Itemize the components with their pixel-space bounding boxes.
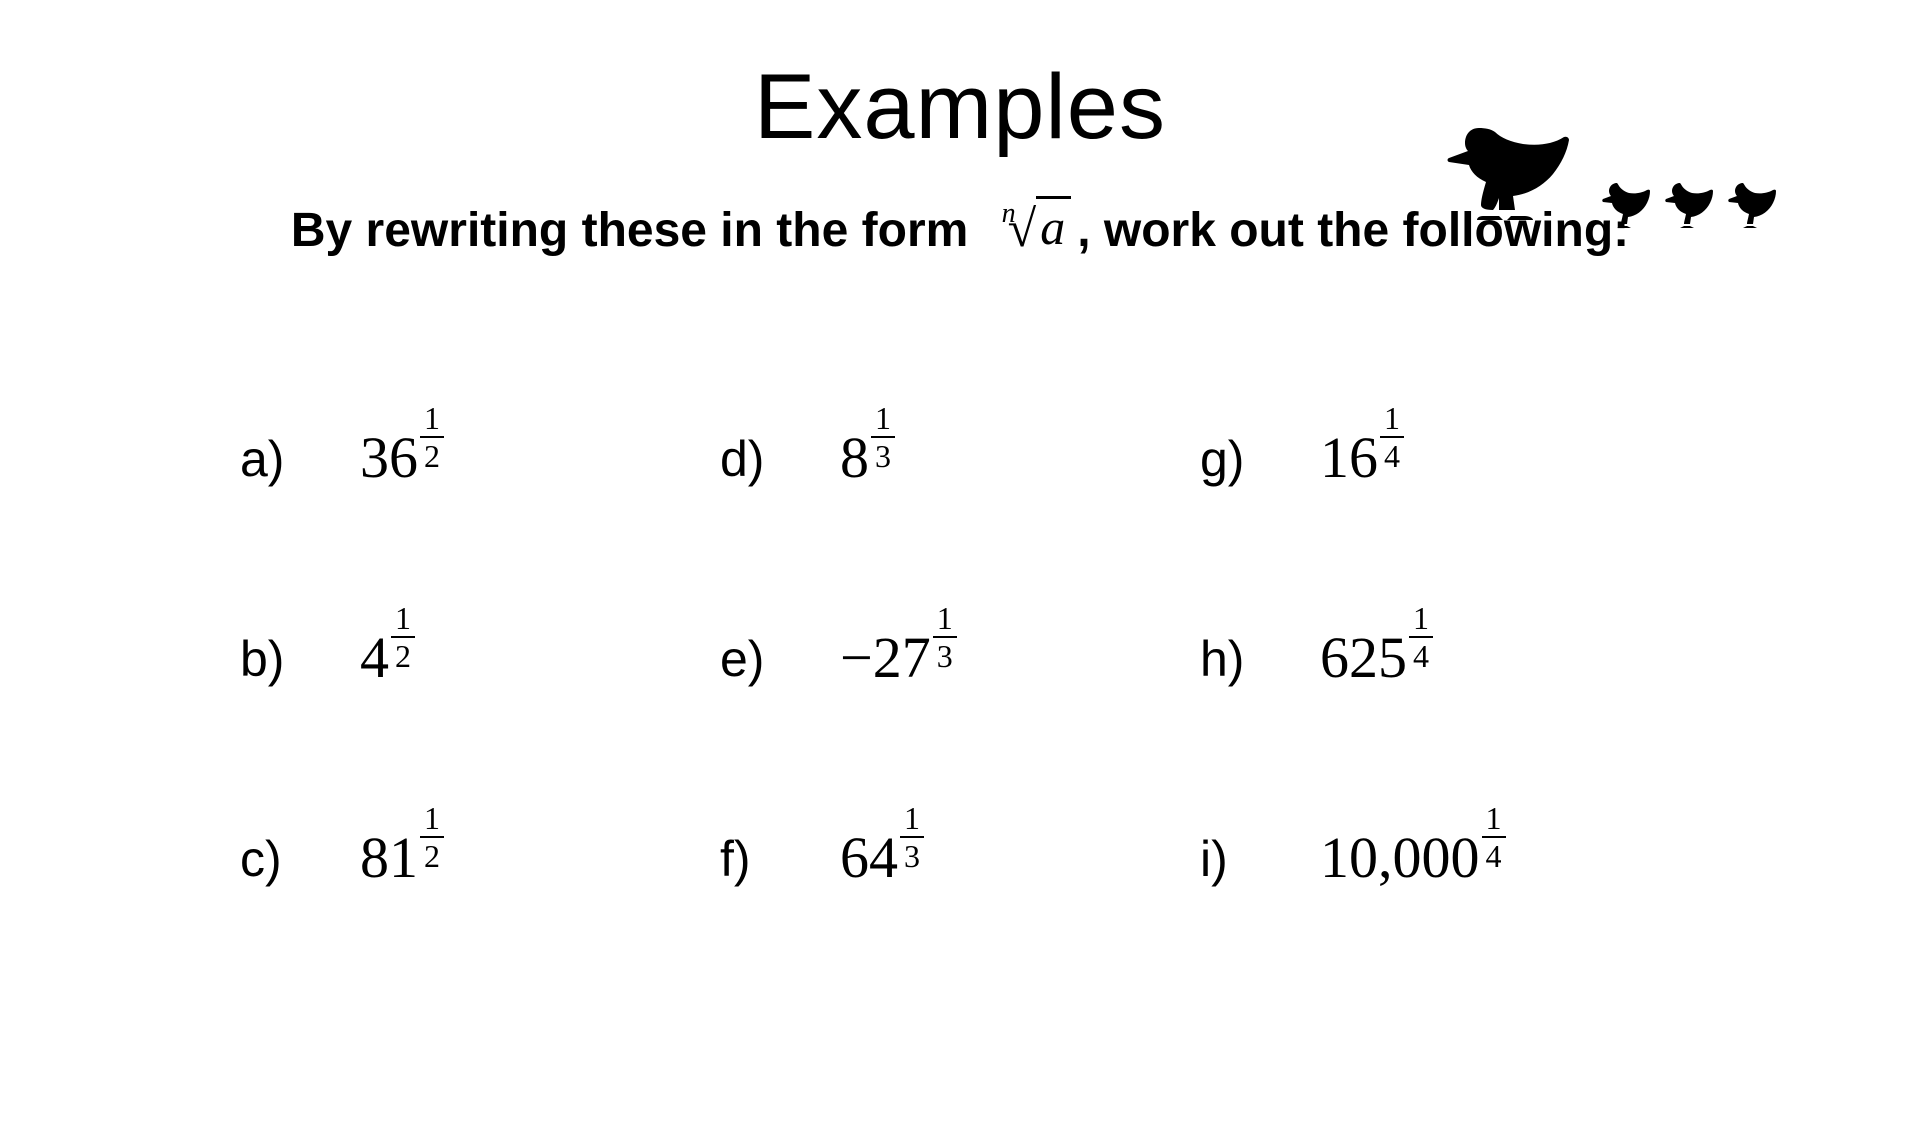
expression: 10,00014: [1320, 824, 1506, 894]
exponent-denominator: 3: [900, 838, 924, 872]
exponent-numerator: 1: [420, 802, 444, 836]
exponent-denominator: 2: [391, 638, 415, 672]
nth-root-expression: n√a: [994, 200, 1072, 259]
duck-icon: [1441, 110, 1591, 230]
exponent-numerator: 1: [933, 602, 957, 636]
expression: 62514: [1320, 624, 1433, 694]
exponent-numerator: 1: [900, 802, 924, 836]
exponent-denominator: 3: [933, 638, 957, 672]
expression: 813: [840, 424, 895, 494]
problem-label: i): [1200, 830, 1320, 888]
exponent-fraction: 13: [900, 802, 924, 872]
exponent-numerator: 1: [871, 402, 895, 436]
problem-label: e): [720, 630, 840, 688]
exponent-fraction: 14: [1380, 402, 1404, 472]
expression: −2713: [840, 624, 957, 694]
base: 625: [1320, 624, 1407, 691]
expression: 6413: [840, 824, 924, 894]
exponent-fraction: 12: [420, 402, 444, 472]
problem-label: g): [1200, 430, 1320, 488]
problem-item: b)412: [240, 559, 720, 759]
exponent-denominator: 4: [1380, 438, 1404, 472]
duckling-icon: [1599, 175, 1654, 230]
exponent-numerator: 1: [1380, 402, 1404, 436]
exponent-denominator: 4: [1482, 838, 1506, 872]
problem-label: a): [240, 430, 360, 488]
base: 64: [840, 824, 898, 891]
expression: 3612: [360, 424, 444, 494]
exponent-numerator: 1: [391, 602, 415, 636]
problem-item: f)6413: [720, 759, 1200, 959]
duckling-icon: [1662, 175, 1717, 230]
base: 10,000: [1320, 824, 1480, 891]
expression: 8112: [360, 824, 444, 894]
exponent-fraction: 13: [871, 402, 895, 472]
base: 36: [360, 424, 418, 491]
exponent-fraction: 13: [933, 602, 957, 672]
duckling-icon: [1725, 175, 1780, 230]
exponent-denominator: 2: [420, 438, 444, 472]
root-index: n: [1002, 198, 1016, 229]
exponent-denominator: 4: [1409, 638, 1433, 672]
exponent-fraction: 14: [1482, 802, 1506, 872]
exponent-fraction: 14: [1409, 602, 1433, 672]
problem-label: f): [720, 830, 840, 888]
problem-item: c)8112: [240, 759, 720, 959]
problem-label: d): [720, 430, 840, 488]
instruction-prefix: By rewriting these in the form: [291, 204, 982, 257]
expression: 1614: [1320, 424, 1404, 494]
problem-item: d)813: [720, 359, 1200, 559]
expression: 412: [360, 624, 415, 694]
base: 4: [360, 624, 389, 691]
exponent-denominator: 3: [871, 438, 895, 472]
problem-item: g)1614: [1200, 359, 1680, 559]
problem-label: b): [240, 630, 360, 688]
problem-item: e)−2713: [720, 559, 1200, 759]
problems-grid: a)3612d)813g)1614b)412e)−2713h)62514c)81…: [0, 359, 1920, 959]
base: −27: [840, 624, 931, 691]
base: 16: [1320, 424, 1378, 491]
base: 8: [840, 424, 869, 491]
problem-item: h)62514: [1200, 559, 1680, 759]
problem-item: a)3612: [240, 359, 720, 559]
base: 81: [360, 824, 418, 891]
exponent-fraction: 12: [420, 802, 444, 872]
exponent-numerator: 1: [1482, 802, 1506, 836]
problem-label: c): [240, 830, 360, 888]
duck-icon-group: [1441, 110, 1780, 230]
problem-item: i)10,00014: [1200, 759, 1680, 959]
exponent-numerator: 1: [1409, 602, 1433, 636]
radicand: a: [1036, 196, 1071, 255]
exponent-fraction: 12: [391, 602, 415, 672]
problem-label: h): [1200, 630, 1320, 688]
exponent-numerator: 1: [420, 402, 444, 436]
exponent-denominator: 2: [420, 838, 444, 872]
